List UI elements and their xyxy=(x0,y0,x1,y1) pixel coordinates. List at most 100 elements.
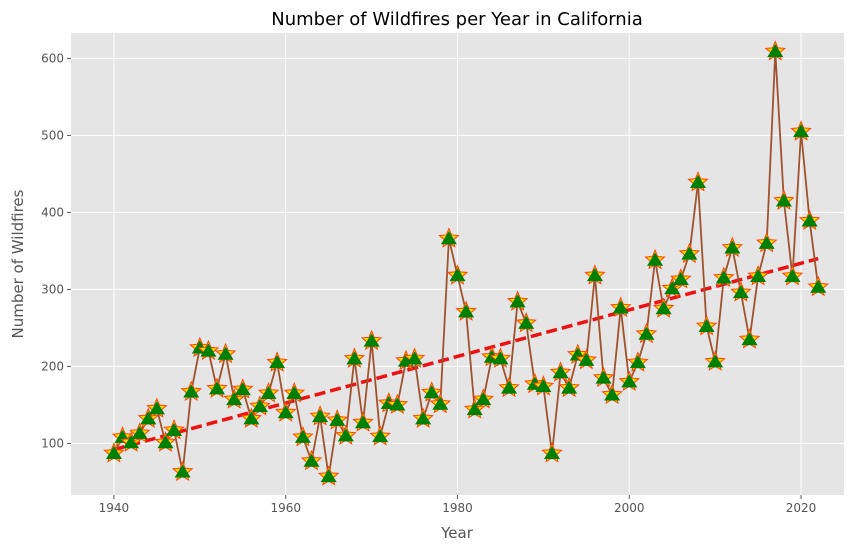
data-point xyxy=(790,120,812,141)
triangle-marker xyxy=(672,271,689,286)
triangle-marker xyxy=(269,355,286,369)
triangle-marker xyxy=(543,445,560,460)
data-point xyxy=(764,40,787,61)
triangle-marker xyxy=(260,385,277,399)
data-point xyxy=(773,189,795,211)
triangle-marker xyxy=(440,231,457,245)
triangle-marker xyxy=(715,270,732,284)
triangle-marker xyxy=(612,300,629,314)
data-point xyxy=(369,425,391,446)
y-tick-label: 300 xyxy=(41,282,64,296)
data-point xyxy=(661,277,683,298)
data-point xyxy=(420,381,443,402)
triangle-marker xyxy=(449,268,466,282)
data-point xyxy=(781,265,804,286)
triangle-marker xyxy=(337,428,354,442)
triangle-marker xyxy=(475,392,492,406)
data-point xyxy=(506,290,529,311)
data-point xyxy=(695,315,718,336)
triangle-marker xyxy=(784,268,801,282)
data-point xyxy=(446,264,469,285)
triangle-marker xyxy=(767,43,784,58)
triangle-marker xyxy=(294,429,311,443)
triangle-marker xyxy=(105,445,122,460)
data-point xyxy=(206,377,228,398)
data-point xyxy=(386,393,409,415)
data-point xyxy=(635,322,658,344)
triangle-marker xyxy=(664,281,681,295)
triangle-marker xyxy=(561,380,578,394)
triangle-marker xyxy=(200,343,217,357)
data-point xyxy=(704,350,726,371)
triangle-marker xyxy=(174,464,191,478)
data-point xyxy=(180,380,203,401)
marker-layer xyxy=(103,40,829,486)
data-point xyxy=(171,460,194,482)
data-point xyxy=(738,328,761,349)
triangle-marker xyxy=(277,405,294,419)
triangle-marker xyxy=(724,240,741,254)
data-point xyxy=(360,329,383,351)
data-point xyxy=(549,361,572,382)
triangle-marker xyxy=(303,453,320,467)
data-point xyxy=(240,407,263,428)
data-point xyxy=(274,401,297,422)
triangle-marker xyxy=(209,381,226,395)
triangle-marker xyxy=(251,398,268,413)
triangle-marker xyxy=(586,268,603,282)
y-tick-label: 200 xyxy=(41,359,64,373)
data-point xyxy=(463,398,486,419)
data-point xyxy=(137,407,160,428)
triangle-marker xyxy=(346,351,363,365)
triangle-marker xyxy=(629,355,646,369)
data-point xyxy=(352,411,374,432)
triangle-marker xyxy=(750,268,767,282)
data-point xyxy=(300,449,323,471)
triangle-marker xyxy=(166,422,183,436)
triangle-marker xyxy=(681,246,698,260)
triangle-marker xyxy=(329,412,346,426)
triangle-marker xyxy=(689,174,706,189)
data-point xyxy=(687,171,709,192)
data-point xyxy=(283,382,306,403)
x-tick-label: 2020 xyxy=(786,501,817,515)
triangle-marker xyxy=(320,469,337,483)
y-ticks: 100 200 300 400 500 600 xyxy=(41,51,71,450)
triangle-marker xyxy=(415,411,432,425)
data-point xyxy=(249,395,271,416)
data-point xyxy=(532,375,555,396)
triangle-marker xyxy=(793,124,810,138)
data-point xyxy=(403,347,426,368)
data-point xyxy=(154,431,177,452)
triangle-marker xyxy=(217,346,234,360)
y-tick-label: 100 xyxy=(41,436,64,450)
triangle-marker xyxy=(423,385,440,399)
data-point xyxy=(678,242,701,264)
triangle-marker xyxy=(655,301,672,315)
triangle-marker xyxy=(578,352,595,366)
x-tick-label: 1980 xyxy=(442,501,473,515)
data-point xyxy=(223,388,245,409)
data-point xyxy=(498,376,520,398)
x-tick-label: 1960 xyxy=(270,501,301,515)
triangle-marker xyxy=(509,294,526,308)
triangle-marker xyxy=(621,374,638,388)
data-point xyxy=(627,351,649,372)
data-point xyxy=(232,378,254,399)
data-point xyxy=(266,351,288,372)
triangle-marker xyxy=(810,279,827,293)
data-point xyxy=(309,405,331,426)
data-point xyxy=(343,347,366,368)
triangle-marker xyxy=(741,331,758,346)
data-point xyxy=(541,442,563,463)
triangle-marker xyxy=(458,304,475,318)
data-point xyxy=(438,227,460,248)
data-point xyxy=(515,311,537,333)
triangle-marker xyxy=(604,387,621,401)
triangle-marker xyxy=(801,213,818,227)
data-point xyxy=(807,275,829,297)
triangle-marker xyxy=(140,411,157,425)
triangle-marker xyxy=(518,315,535,329)
data-point xyxy=(197,339,220,361)
